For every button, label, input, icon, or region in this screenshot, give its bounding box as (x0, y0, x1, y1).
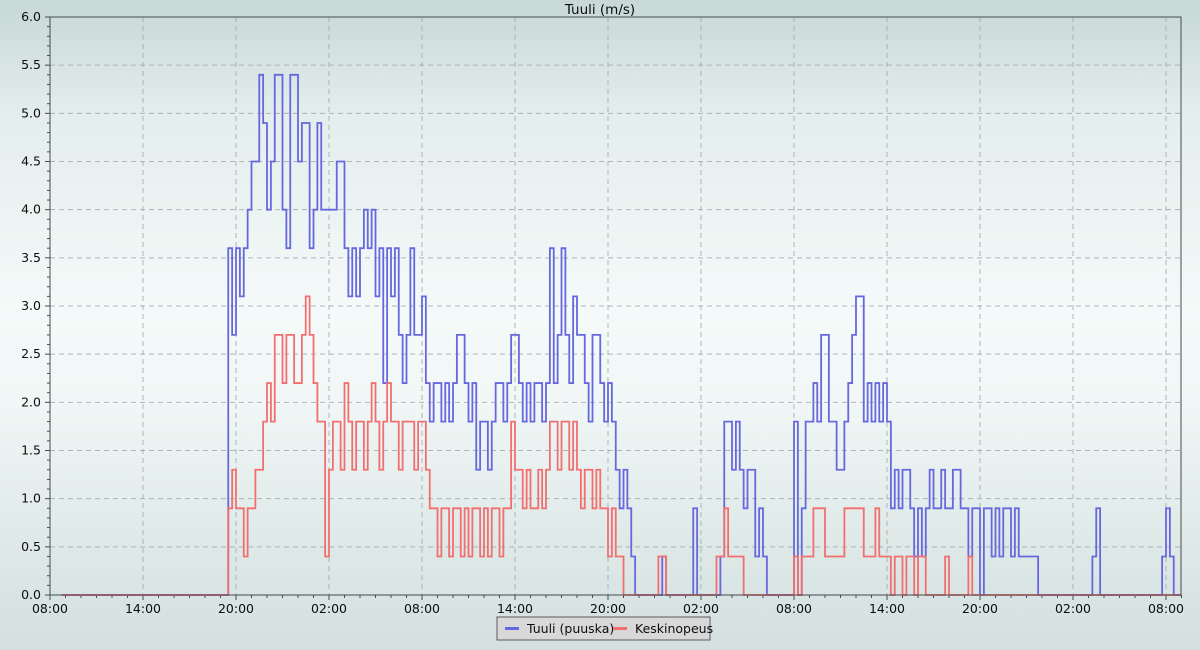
x-tick-label: 08:00 (32, 601, 68, 616)
plot-border (49, 16, 1182, 596)
y-tick-label: 0.0 (21, 587, 41, 602)
legend-label-average: Keskinopeus (635, 621, 713, 636)
x-axis-labels: 08:00 14:00 20:00 02:00 08:00 14:00 20:00 02:00… (32, 601, 1184, 616)
y-tick-label: 3.5 (21, 250, 41, 265)
y-tick-label: 4.0 (21, 202, 41, 217)
y-tick-label: 3.0 (21, 298, 41, 313)
y-axis-labels: 0.0 0.5 1.0 1.5 2.0 2.5 3.0 3.5 4.0 4.5 5.0 5.5 6.0 (21, 9, 41, 602)
x-tick-label: 20:00 (218, 601, 254, 616)
legend: Tuuli (puuska) Keskinopeus (496, 616, 713, 641)
legend-box (496, 616, 711, 641)
x-tick-label: 20:00 (962, 601, 998, 616)
x-tick-label: 02:00 (311, 601, 347, 616)
y-tick-label: 1.5 (21, 443, 41, 458)
x-tick-label: 14:00 (125, 601, 161, 616)
y-tick-label: 2.0 (21, 394, 41, 409)
x-tick-label: 08:00 (776, 601, 812, 616)
chart-title: Tuuli (m/s) (564, 2, 635, 18)
y-tick-label: 0.5 (21, 539, 41, 554)
y-tick-label: 5.0 (21, 105, 41, 120)
series-line-gust (61, 73, 1181, 596)
x-tick-label: 14:00 (869, 601, 905, 616)
x-tick-label: 14:00 (497, 601, 533, 616)
series-line-average (61, 295, 1181, 596)
y-tick-label: 2.5 (21, 346, 41, 361)
x-tick-label: 08:00 (1148, 601, 1184, 616)
legend-label-gust: Tuuli (puuska) (526, 621, 614, 636)
y-tick-label: 5.5 (21, 57, 41, 72)
y-tick-label: 1.0 (21, 491, 41, 506)
y-tick-label: 4.5 (21, 154, 41, 169)
x-tick-label: 02:00 (683, 601, 719, 616)
x-tick-label: 08:00 (404, 601, 440, 616)
y-tick-label: 6.0 (21, 9, 41, 24)
x-tick-label: 02:00 (1055, 601, 1091, 616)
x-tick-label: 20:00 (590, 601, 626, 616)
